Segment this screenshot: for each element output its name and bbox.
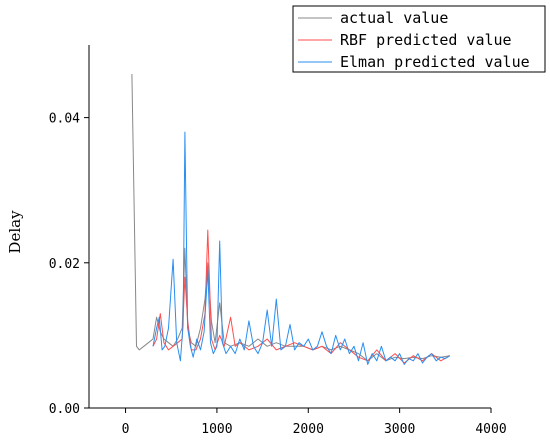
x-tick-label: 4000 — [475, 422, 506, 437]
y-tick-label: 0.04 — [49, 112, 80, 127]
x-tick-label: 0 — [122, 422, 130, 437]
legend-label-2: Elman predicted value — [340, 53, 530, 71]
y-tick-label: 0.02 — [49, 257, 80, 272]
y-tick-label: 0.00 — [49, 402, 80, 417]
legend: actual value RBF predicted value Elman pre… — [292, 5, 546, 73]
series-line-0 — [131, 73, 450, 362]
x-tick-label: 1000 — [201, 422, 232, 437]
series-line-2 — [152, 131, 451, 365]
y-axis-title: Delay — [6, 210, 24, 254]
legend-box — [292, 5, 546, 73]
series-line-1 — [152, 229, 451, 364]
axes — [88, 45, 491, 409]
legend-label-1: RBF predicted value — [340, 31, 512, 49]
y-ticks: 0.00 0.02 0.04 — [49, 112, 89, 417]
legend-label-0: actual value — [340, 9, 448, 27]
x-tick-label: 2000 — [293, 422, 324, 437]
plot-lines — [131, 73, 451, 365]
x-tick-label: 3000 — [384, 422, 415, 437]
x-ticks: 0 1000 2000 3000 4000 — [122, 408, 507, 437]
